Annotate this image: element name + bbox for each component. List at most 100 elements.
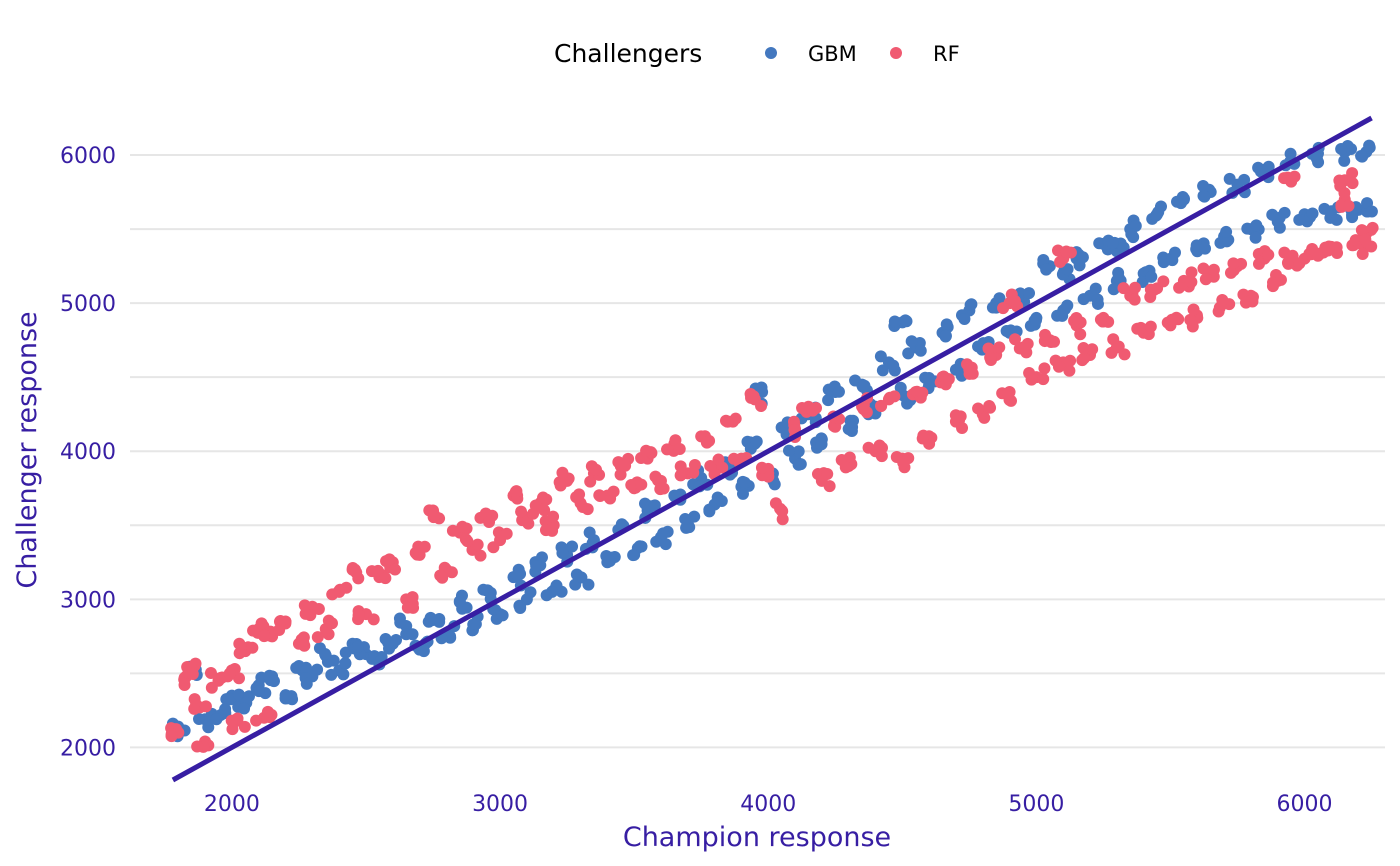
- rf-point: [238, 720, 251, 733]
- rf-point: [401, 601, 414, 614]
- rf-point: [916, 386, 929, 399]
- rf-point: [875, 399, 888, 412]
- rf-point: [231, 712, 244, 725]
- gbm-point: [337, 668, 350, 681]
- rf-point: [389, 563, 402, 576]
- gbm-point: [876, 364, 889, 377]
- rf-point: [1165, 313, 1178, 326]
- gbm-point: [792, 445, 805, 458]
- rf-point: [1076, 354, 1089, 367]
- gbm-point: [1145, 270, 1158, 283]
- rf-point: [188, 693, 201, 706]
- rf-point: [232, 672, 245, 685]
- gbm-point: [496, 609, 509, 622]
- rf-point: [365, 565, 378, 578]
- gbm-point: [339, 657, 352, 670]
- rf-point: [1322, 240, 1335, 253]
- gbm-point: [1223, 172, 1236, 185]
- gbm-point: [783, 444, 796, 457]
- gbm-point: [738, 476, 751, 489]
- gbm-point: [1306, 207, 1319, 220]
- rf-point: [258, 630, 271, 643]
- gbm-point: [351, 640, 364, 653]
- rf-point: [1144, 291, 1157, 304]
- rf-point: [1252, 257, 1265, 270]
- rf-point: [619, 459, 632, 472]
- rf-point: [500, 527, 513, 540]
- rf-point: [993, 341, 1006, 354]
- gbm-point: [846, 421, 859, 434]
- rf-point: [594, 490, 607, 503]
- rf-point: [673, 443, 686, 456]
- rf-point: [428, 509, 441, 522]
- rf-point: [1009, 333, 1022, 346]
- gbm-point: [1177, 192, 1190, 205]
- rf-point: [965, 361, 978, 374]
- rf-point: [942, 373, 955, 386]
- y-tick-label: 4000: [60, 440, 116, 465]
- legend-title: Challengers: [554, 39, 702, 68]
- rf-point: [1333, 174, 1346, 187]
- gbm-point: [1107, 283, 1120, 296]
- rf-point: [607, 485, 620, 498]
- reference-line-layer: [171, 115, 1373, 783]
- rf-point: [700, 436, 713, 449]
- gbm-point: [1112, 271, 1125, 284]
- gbm-point: [1125, 228, 1138, 241]
- rf-point: [554, 479, 567, 492]
- gbm-point: [1030, 314, 1043, 327]
- rf-point: [1054, 255, 1067, 268]
- gbm-point: [583, 526, 596, 539]
- gbm-point: [1150, 209, 1163, 222]
- rf-point: [1239, 296, 1252, 309]
- gbm-point: [627, 549, 640, 562]
- rf-point: [796, 401, 809, 414]
- y-tick-label: 6000: [60, 144, 116, 169]
- gbm-point: [406, 628, 419, 641]
- gbm-point: [1198, 190, 1211, 203]
- rf-point: [984, 401, 997, 414]
- gbm-point: [902, 347, 915, 360]
- rf-point: [332, 585, 345, 598]
- gbm-point: [1335, 142, 1348, 155]
- reference-line: [171, 115, 1373, 783]
- rf-point: [747, 390, 760, 403]
- y-tick-label: 5000: [60, 292, 116, 317]
- gbm-point: [1037, 254, 1050, 267]
- rf-point: [539, 524, 552, 537]
- gbm-point: [1338, 154, 1351, 167]
- gbm-point: [679, 513, 692, 526]
- rf-point: [1286, 249, 1299, 262]
- rf-point: [1117, 282, 1130, 295]
- gbm-point: [1106, 237, 1119, 250]
- rf-point: [379, 572, 392, 585]
- gbm-point: [750, 435, 763, 448]
- gbm-point: [832, 385, 845, 398]
- rf-point: [205, 681, 218, 694]
- rf-point: [674, 469, 687, 482]
- gbm-point: [1076, 251, 1089, 264]
- x-tick-label: 5000: [1008, 792, 1064, 817]
- rf-point: [352, 609, 365, 622]
- rf-point: [367, 613, 380, 626]
- rf-point: [1224, 266, 1237, 279]
- rf-point: [312, 602, 325, 615]
- rf-point: [233, 647, 246, 660]
- rf-point: [1063, 364, 1076, 377]
- gbm-point: [530, 560, 543, 573]
- rf-point: [916, 432, 929, 445]
- gbm-point: [252, 685, 265, 698]
- rf-point: [839, 461, 852, 474]
- rf-point: [255, 617, 268, 630]
- gbm-point: [736, 487, 749, 500]
- gbm-point: [1166, 254, 1179, 267]
- rf-point: [1129, 281, 1142, 294]
- rf-point: [189, 657, 202, 670]
- rf-point: [1173, 281, 1186, 294]
- rf-point: [509, 486, 522, 499]
- gbm-point: [856, 380, 869, 393]
- rf-point: [1070, 312, 1083, 325]
- rf-point: [875, 450, 888, 463]
- gbm-point: [1310, 152, 1323, 165]
- rf-point: [1274, 273, 1287, 286]
